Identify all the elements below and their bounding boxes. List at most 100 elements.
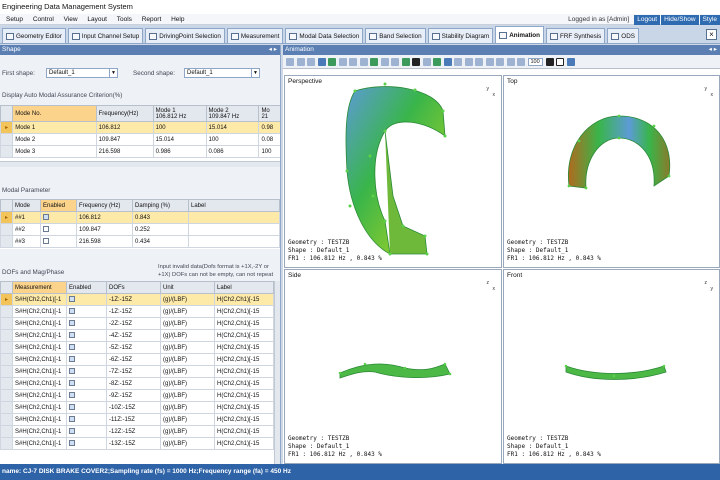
dofs-cell[interactable]: -2Z:-15Z — [106, 317, 161, 330]
table-cell[interactable]: 15.014 — [205, 121, 260, 134]
measurement-cell[interactable]: S#H(Ch2,Ch1)[-1 — [12, 305, 67, 318]
measurement-cell[interactable]: S#H(Ch2,Ch1)[-1 — [12, 293, 67, 306]
tab-animation[interactable]: Animation — [495, 26, 544, 43]
enabled-checkbox[interactable] — [43, 226, 49, 233]
redo-icon[interactable] — [391, 57, 399, 66]
enabled-cell[interactable] — [40, 235, 77, 248]
enabled-cell[interactable] — [66, 377, 107, 390]
col-mode-1[interactable]: Mode 1 106.812 Hz — [152, 105, 207, 122]
label-cell[interactable]: H(Ch2,Ch1)[-15 — [214, 377, 274, 390]
measurement-cell[interactable]: S#H(Ch2,Ch1)[-1 — [12, 389, 67, 402]
measurement-cell[interactable]: S#H(Ch2,Ch1)[-1 — [12, 413, 67, 426]
surface-icon[interactable] — [422, 57, 431, 66]
table-row[interactable]: Mode 2 109.847 15.014 100 0.08 — [0, 133, 280, 146]
label-cell[interactable] — [188, 211, 280, 224]
enabled-cell[interactable] — [66, 341, 107, 354]
table-row[interactable]: S#H(Ch2,Ch1)[-1 -7Z:-15Z (g)/(LBF) H(Ch2,Ch… — [0, 365, 274, 378]
fit-icon[interactable] — [359, 57, 368, 66]
logout-button[interactable]: Logout — [634, 14, 661, 25]
enabled-checkbox[interactable] — [43, 238, 49, 245]
measurement-cell[interactable]: S#H(Ch2,Ch1)[-1 — [12, 353, 67, 366]
enabled-checkbox[interactable] — [69, 380, 75, 387]
table-row[interactable]: ##3 216.598 0.434 — [0, 235, 280, 248]
tab-geometry-editor[interactable]: Geometry Editor — [2, 28, 66, 43]
enabled-cell[interactable] — [66, 329, 107, 342]
enabled-checkbox[interactable] — [69, 368, 75, 375]
col-frequency-hz[interactable]: Frequency (Hz) — [76, 199, 133, 212]
enabled-cell[interactable] — [66, 353, 107, 366]
enabled-cell[interactable] — [66, 317, 107, 330]
unit-cell[interactable]: (g)/(LBF) — [160, 341, 215, 354]
view-icon[interactable] — [496, 57, 504, 66]
table-row[interactable]: S#H(Ch2,Ch1)[-1 -4Z:-15Z (g)/(LBF) H(Ch2,Ch… — [0, 329, 274, 342]
col-mode-3[interactable]: Mo 21 — [258, 105, 280, 122]
mesh-icon[interactable] — [401, 57, 410, 66]
node-icon[interactable] — [412, 57, 420, 66]
table-cell[interactable]: Mode 2 — [12, 133, 97, 146]
play-icon[interactable] — [556, 57, 565, 66]
menu-setup[interactable]: Setup — [6, 16, 23, 23]
dofs-cell[interactable]: -8Z:-15Z — [106, 377, 161, 390]
enabled-checkbox[interactable] — [69, 308, 75, 315]
table-cell[interactable]: 0.98 — [258, 121, 280, 134]
unit-cell[interactable]: (g)/(LBF) — [160, 437, 215, 450]
style-button[interactable]: Style — [699, 14, 720, 25]
mode-cell[interactable]: ##1 — [12, 211, 41, 224]
enabled-checkbox[interactable] — [69, 404, 75, 411]
settings-icon[interactable] — [517, 57, 525, 66]
contour-icon[interactable] — [433, 57, 441, 66]
grid-icon[interactable] — [370, 57, 378, 66]
unit-cell[interactable]: (g)/(LBF) — [160, 329, 215, 342]
label-cell[interactable] — [188, 223, 280, 236]
dofs-cell[interactable]: -1Z:-15Z — [106, 293, 161, 306]
frequency-cell[interactable]: 106.812 — [76, 211, 133, 224]
layout-icon[interactable] — [506, 57, 515, 66]
dofs-cell[interactable]: -7Z:-15Z — [106, 365, 161, 378]
enabled-checkbox[interactable] — [69, 356, 75, 363]
enabled-checkbox[interactable] — [69, 344, 75, 351]
label-cell[interactable]: H(Ch2,Ch1)[-15 — [214, 329, 274, 342]
zoom-icon[interactable] — [307, 57, 315, 66]
enabled-checkbox[interactable] — [69, 440, 75, 447]
dofs-cell[interactable]: -9Z:-15Z — [106, 389, 161, 402]
measurement-cell[interactable]: S#H(Ch2,Ch1)[-1 — [12, 341, 67, 354]
save-icon[interactable] — [566, 57, 575, 66]
undo-icon[interactable] — [380, 57, 389, 66]
menu-help[interactable]: Help — [171, 16, 185, 23]
label-cell[interactable]: H(Ch2,Ch1)[-15 — [214, 437, 274, 450]
table-row[interactable]: S#H(Ch2,Ch1)[-1 -11Z:-15Z (g)/(LBF) H(Ch2,C… — [0, 413, 274, 426]
enabled-cell[interactable] — [40, 223, 77, 236]
deform-icon[interactable] — [464, 57, 473, 66]
first-shape-select[interactable]: Default_1 ▼ — [46, 68, 118, 78]
hide-show-button[interactable]: Hide/Show — [661, 14, 699, 25]
zoom-in-icon[interactable] — [475, 57, 483, 66]
table-row[interactable]: ##2 109.847 0.252 — [0, 223, 280, 236]
view-side[interactable]: Side z x Geometry : TESTZB Shape : Defau… — [284, 269, 502, 464]
menu-view[interactable]: View — [63, 16, 78, 23]
dofs-vertical-scrollbar[interactable] — [274, 281, 280, 464]
label-cell[interactable]: H(Ch2,Ch1)[-15 — [214, 293, 274, 306]
menu-tools[interactable]: Tools — [116, 16, 132, 23]
tab-modal-data-selection[interactable]: Modal Data Selection — [285, 28, 364, 43]
col-dofs[interactable]: DOFs — [106, 281, 161, 294]
enabled-cell[interactable] — [66, 425, 107, 438]
frequency-cell[interactable]: 216.598 — [76, 235, 133, 248]
dofs-cell[interactable]: -11Z:-15Z — [106, 413, 161, 426]
dofs-cell[interactable]: -4Z:-15Z — [106, 329, 161, 342]
col-unit[interactable]: Unit — [160, 281, 215, 294]
enabled-checkbox[interactable] — [69, 392, 75, 399]
col-label[interactable]: Label — [214, 281, 274, 294]
table-row[interactable]: S#H(Ch2,Ch1)[-1 -6Z:-15Z (g)/(LBF) H(Ch2,Ch… — [0, 353, 274, 366]
pan-icon[interactable] — [296, 57, 305, 66]
unit-cell[interactable]: (g)/(LBF) — [160, 293, 215, 306]
table-row[interactable]: S#H(Ch2,Ch1)[-1 -5Z:-15Z (g)/(LBF) H(Ch2,Ch… — [0, 341, 274, 354]
enabled-checkbox[interactable] — [69, 428, 75, 435]
tab-band-selection[interactable]: Band Selection — [365, 28, 426, 43]
table-cell[interactable]: 0.986 — [152, 145, 207, 158]
col-enabled[interactable]: Enabled — [66, 281, 107, 294]
measure-icon[interactable] — [349, 57, 357, 66]
measurement-cell[interactable]: S#H(Ch2,Ch1)[-1 — [12, 317, 67, 330]
label-cell[interactable]: H(Ch2,Ch1)[-15 — [214, 389, 274, 402]
enabled-checkbox[interactable] — [69, 296, 75, 303]
enabled-cell[interactable] — [66, 401, 107, 414]
